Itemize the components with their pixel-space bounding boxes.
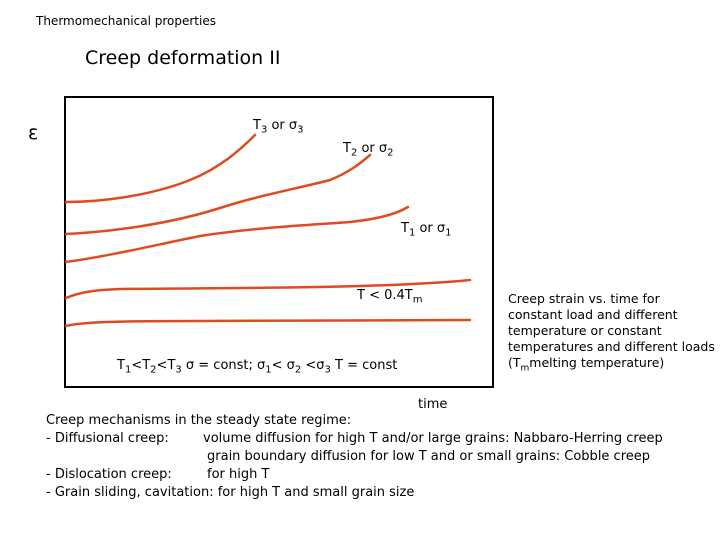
label-t2: T2 or σ2 — [343, 141, 394, 159]
x-axis-label: time — [418, 397, 448, 412]
diffusional-creep-row-2: grain boundary diffusion for low T and o… — [46, 448, 650, 466]
diffusional-creep-row: - Diffusional creep: volume diffusion fo… — [46, 430, 663, 448]
label-t3: T3 or σ3 — [253, 118, 304, 136]
label-low-temperature: T < 0.4Tm — [357, 288, 423, 306]
mechanisms-heading: Creep mechanisms in the steady state reg… — [46, 413, 352, 428]
y-axis-label: ε — [28, 122, 39, 144]
mechanisms-list: Creep mechanisms in the steady state reg… — [46, 412, 663, 502]
label-t1: T1 or σ1 — [401, 221, 452, 239]
curve-t2 — [64, 153, 372, 236]
dislocation-creep-row: - Dislocation creep: for high T — [46, 466, 414, 484]
diffusional-label: - Diffusional creep: — [46, 431, 169, 446]
curve-t3 — [64, 133, 257, 204]
curve-low-t — [64, 278, 472, 300]
relation-label: T1<T2<T3 σ = const; σ1< σ2 <σ3 T = const — [117, 358, 398, 376]
header: Thermomechanical properties — [36, 14, 216, 28]
slide-title: Creep deformation II — [85, 47, 281, 69]
dislocation-label: - Dislocation creep: — [46, 467, 172, 482]
side-note: Creep strain vs. time for constant load … — [508, 291, 715, 374]
plot-frame — [64, 96, 494, 388]
curve-t0 — [64, 318, 472, 328]
curve-t1 — [64, 205, 410, 264]
diffusional-volume: volume diffusion for high T and/or large… — [203, 431, 663, 446]
dislocation-high-t: for high T — [207, 467, 270, 482]
grain-sliding-row: - Grain sliding, cavitation: for high T … — [46, 485, 415, 500]
diffusional-boundary: grain boundary diffusion for low T and o… — [207, 449, 651, 464]
